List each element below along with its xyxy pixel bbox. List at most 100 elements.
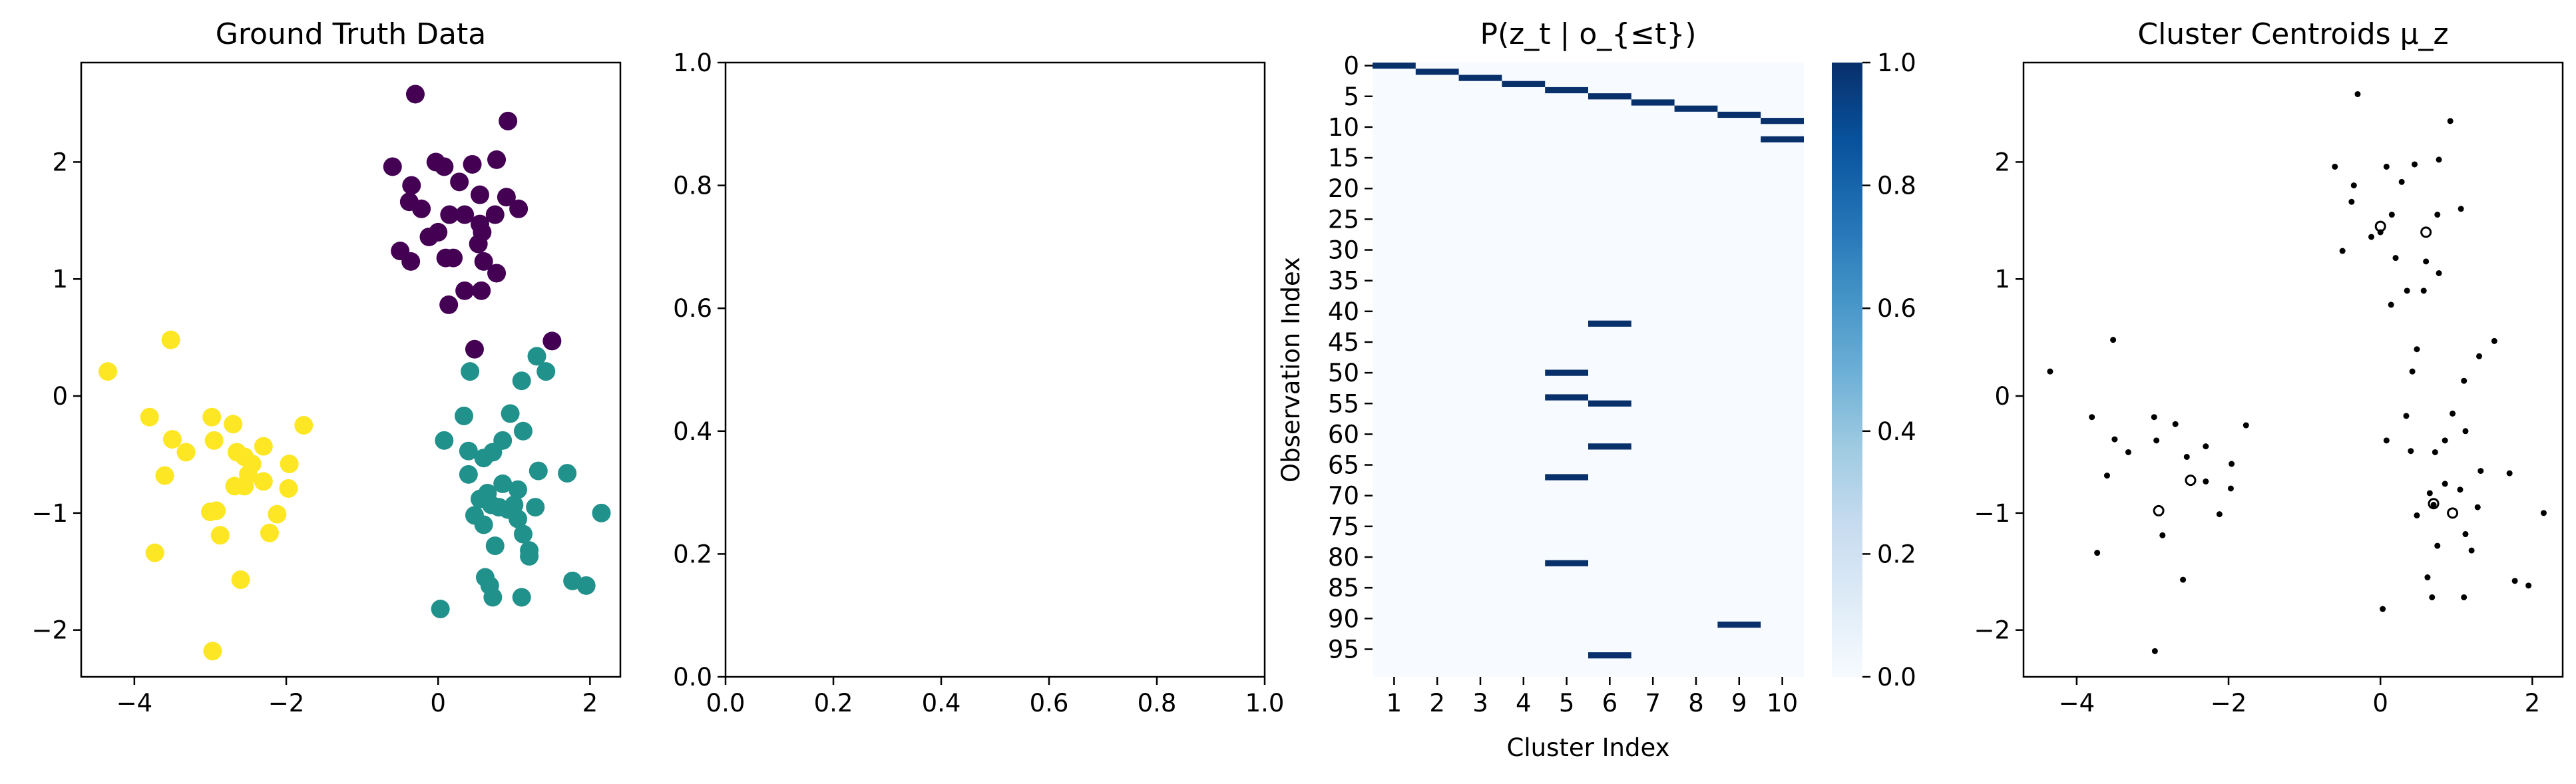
centroid-point [2089,414,2095,421]
y-tick-label: −2 [31,616,68,645]
data-point [202,407,222,427]
centroid-point [2436,270,2442,276]
colorbar-tick-label: 0.2 [1877,540,1916,568]
x-tick-label: 9 [1731,689,1747,717]
centroid-point [2404,288,2410,294]
y-tick-label: 40 [1328,297,1359,326]
y-tick-label: 0.4 [673,417,712,446]
y-tick-label: 2 [1994,148,2010,176]
data-point [493,474,513,493]
y-tick-label: 55 [1328,389,1359,418]
y-tick-label: 35 [1328,267,1359,295]
data-point [512,371,531,391]
data-point [210,526,230,545]
data-point [485,536,505,556]
data-point [487,264,507,283]
centroid-point [2409,368,2416,375]
centroid-point [2227,485,2234,492]
centroid-point [2461,594,2468,600]
y-tick-label: 5 [1343,83,1359,111]
data-point [513,524,533,544]
y-tick-label: 90 [1328,604,1359,633]
x-tick-label: 0 [2372,689,2388,717]
data-point [474,515,493,534]
centroid-point [2348,198,2355,205]
y-tick-label: 75 [1328,512,1359,541]
colorbar-tick-label: 0.8 [1877,172,1916,200]
y-tick-label: −1 [31,499,68,528]
centroid-point [2183,453,2190,460]
centroid-point [2429,594,2436,600]
centroid-point [2203,478,2209,485]
data-point [469,234,488,254]
data-point [485,205,505,224]
centroid-point [2111,436,2118,443]
y-tick-label: 50 [1328,359,1359,387]
y-tick-label: 0.0 [673,663,712,691]
centroid-point [2392,255,2399,262]
axes-frame [2022,61,2564,678]
y-tick-label: 70 [1328,482,1359,510]
data-point [558,464,577,483]
centroid-point [2468,547,2475,554]
x-tick-label: 0.2 [814,689,853,717]
centroid-point [2172,421,2179,427]
x-tick-label: 10 [1767,689,1798,717]
data-point [505,495,524,514]
x-tick-label: 8 [1688,689,1704,717]
data-point [405,85,425,104]
heatmap-cell [1373,63,1416,69]
data-point [140,407,159,427]
x-tick-label: 7 [1645,689,1661,717]
centroid-ring [2420,226,2432,238]
centroid-point [2474,504,2481,510]
y-tick-label: −2 [1974,616,2010,645]
chart-title: Ground Truth Data [216,17,486,51]
data-point [459,441,478,461]
data-point [254,472,273,491]
centroid-point [2457,487,2464,493]
y-tick-label: 2 [52,148,68,176]
data-point [439,295,459,314]
centroid-point [2436,156,2442,163]
heatmap-cell [1545,87,1588,94]
data-point [513,421,533,441]
data-point [402,176,421,195]
x-tick-label: 2 [2525,689,2541,717]
heatmap-cell [1545,369,1588,376]
heatmap-cell [1588,400,1631,407]
centroid-ring [2185,475,2197,487]
data-point [529,461,548,481]
data-point [474,252,493,271]
heatmap-cell [1761,118,1804,124]
data-point [435,431,454,450]
data-point [520,546,539,566]
centroid-point [2383,437,2390,444]
x-tick-label: −2 [268,689,305,717]
centroid-point [2525,582,2532,589]
centroid-point [2125,449,2131,455]
y-tick-label: 85 [1328,574,1359,602]
chart-title: P(z_t | o_{≤t}) [1480,17,1696,51]
y-tick-label: 1 [1994,265,2010,294]
data-point [279,479,298,498]
y-tick-label: 60 [1328,420,1359,449]
data-point [465,339,484,359]
data-point [499,111,518,130]
x-tick-label: 6 [1602,689,1618,717]
centroid-point [2477,468,2484,475]
y-tick-label: 0 [1994,382,2010,411]
centroid-ring [2428,498,2440,510]
x-tick-label: 0.8 [1138,689,1177,717]
centroid-point [2442,481,2448,487]
data-point [162,430,182,449]
centroid-point [2110,337,2117,343]
data-point [444,248,463,268]
centroid-point [2388,301,2394,308]
centroid-ring [2374,220,2386,232]
data-point [254,437,273,456]
heatmap-cell [1717,621,1761,628]
data-point [161,330,180,349]
data-point [204,431,224,450]
data-point [489,498,509,517]
